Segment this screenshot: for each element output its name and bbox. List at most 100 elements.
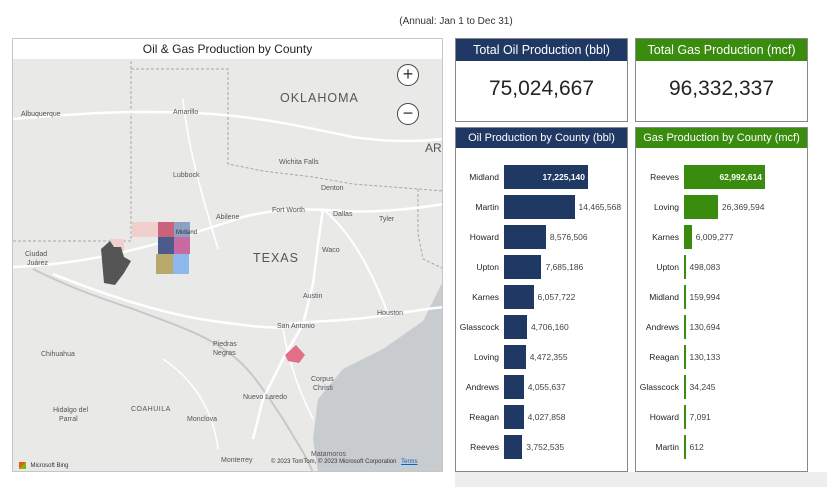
bar-row[interactable]: Karnes 6,009,277 — [636, 225, 807, 249]
bar-row[interactable]: Midland 17,225,140 — [456, 165, 627, 189]
data-label: 34,245 — [689, 382, 716, 392]
county-shape[interactable] — [174, 237, 190, 254]
bar-row[interactable]: Reagan 4,027,858 — [456, 405, 627, 429]
bar-row[interactable]: Andrews 4,055,637 — [456, 375, 627, 399]
bing-label: Microsoft Bing — [30, 462, 69, 469]
category-label: Andrews — [465, 382, 499, 392]
data-label: 7,685,186 — [545, 262, 584, 272]
category-label: Martin — [475, 202, 499, 212]
bar-row[interactable]: Howard 8,576,506 — [456, 225, 627, 249]
map-label: Corpus — [311, 376, 334, 383]
map-label: Matamoros — [311, 451, 347, 458]
map-label: San Antonio — [277, 323, 315, 330]
bar-row[interactable]: Upton 7,685,186 — [456, 255, 627, 279]
bar-row[interactable]: Upton 498,083 — [636, 255, 807, 279]
category-label: Upton — [476, 262, 499, 272]
map-label: Parral — [59, 416, 78, 423]
category-label: Glasscock — [639, 382, 679, 392]
bar[interactable] — [504, 345, 526, 369]
total-oil-title: Total Oil Production (bbl) — [456, 39, 627, 61]
map-canvas[interactable]: + − OKLAHOMA TEXAS AR Albuquerque Amaril… — [13, 59, 442, 471]
county-shape[interactable] — [173, 254, 189, 274]
category-label: Karnes — [652, 232, 679, 242]
bar[interactable] — [504, 195, 575, 219]
bar-row[interactable]: Reeves 3,752,535 — [456, 435, 627, 459]
data-label: 4,472,355 — [529, 352, 568, 362]
bar-row[interactable]: Martin 14,465,568 — [456, 195, 627, 219]
bar[interactable] — [504, 285, 534, 309]
bar-row[interactable]: Reeves 62,992,614 — [636, 165, 807, 189]
county-shape-karnes[interactable] — [285, 345, 305, 363]
bar[interactable] — [504, 165, 588, 189]
bar[interactable] — [684, 375, 686, 399]
data-label: 8,576,506 — [549, 232, 588, 242]
map-label: Christi — [313, 385, 333, 392]
gas-by-county-chart[interactable]: Gas Production by County (mcf) Reeves 62,… — [635, 127, 808, 472]
map-label: Chihuahua — [41, 351, 75, 358]
bar-row[interactable]: Midland 159,994 — [636, 285, 807, 309]
data-label: 159,994 — [689, 292, 721, 302]
zoom-in-button[interactable]: + — [397, 64, 419, 86]
bar-row[interactable]: Reagan 130,133 — [636, 345, 807, 369]
map-visual[interactable]: Oil & Gas Production by County — [12, 38, 443, 472]
map-label: Abilene — [216, 214, 240, 221]
total-oil-value: 75,024,667 — [488, 77, 595, 100]
bar[interactable] — [684, 225, 692, 249]
bar[interactable] — [684, 435, 686, 459]
oil-chart-title: Oil Production by County (bbl) — [456, 128, 627, 148]
data-label: 612 — [689, 442, 704, 452]
bar[interactable] — [684, 315, 686, 339]
county-shape[interactable] — [132, 222, 160, 237]
oil-by-county-chart[interactable]: Oil Production by County (bbl) Midland 17… — [455, 127, 628, 472]
data-label: 498,083 — [689, 262, 721, 272]
gas-chart-title: Gas Production by County (mcf) — [636, 128, 807, 148]
terms-link[interactable]: Terms — [401, 459, 418, 465]
bar-row[interactable]: Glasscock 4,706,160 — [456, 315, 627, 339]
bar-row[interactable]: Andrews 130,694 — [636, 315, 807, 339]
category-label: Howard — [649, 412, 679, 422]
bar-row[interactable]: Howard 7,091 — [636, 405, 807, 429]
zoom-out-button[interactable]: − — [397, 103, 419, 125]
bar[interactable] — [684, 405, 686, 429]
bar[interactable] — [504, 315, 527, 339]
map-label: Nuevo Laredo — [243, 394, 287, 401]
bar[interactable] — [504, 405, 524, 429]
bar[interactable] — [504, 375, 524, 399]
bar-row[interactable]: Karnes 6,057,722 — [456, 285, 627, 309]
county-shape[interactable] — [174, 222, 190, 237]
bar[interactable] — [684, 195, 718, 219]
bar-row[interactable]: Loving 4,472,355 — [456, 345, 627, 369]
total-gas-card: Total Gas Production (mcf) 96,332,337 — [635, 38, 808, 122]
category-label: Karnes — [472, 292, 499, 302]
category-label: Upton — [656, 262, 679, 272]
scrollbar-track[interactable] — [455, 472, 827, 487]
bar[interactable] — [684, 165, 765, 189]
bar[interactable] — [504, 225, 546, 249]
bar[interactable] — [684, 255, 686, 279]
map-label: OKLAHOMA — [280, 91, 359, 105]
map-label: Denton — [321, 185, 344, 192]
bar-row[interactable]: Loving 26,369,594 — [636, 195, 807, 219]
bar[interactable] — [684, 345, 686, 369]
data-label: 17,225,140 — [542, 172, 585, 182]
county-shape[interactable] — [158, 222, 174, 237]
highway-i10-east — [287, 305, 442, 326]
county-shape[interactable] — [156, 254, 173, 274]
map-label: Piedras — [213, 341, 237, 348]
report-subtitle: (Annual: Jan 1 to Dec 31) — [399, 16, 513, 27]
highway-i45 — [322, 208, 389, 315]
category-label: Martin — [655, 442, 679, 452]
bar[interactable] — [504, 255, 542, 279]
county-shape[interactable] — [158, 237, 174, 254]
bar-row[interactable]: Martin 612 — [636, 435, 807, 459]
highway-i37 — [282, 328, 314, 420]
county-shape-reeves[interactable] — [101, 241, 131, 285]
map-label: Tyler — [379, 216, 395, 223]
bar[interactable] — [504, 435, 523, 459]
map-label: Juárez — [27, 260, 49, 267]
bar[interactable] — [684, 285, 686, 309]
bar-row[interactable]: Glasscock 34,245 — [636, 375, 807, 399]
total-gas-value: 96,332,337 — [668, 77, 775, 100]
oklahoma-border — [131, 68, 442, 192]
map-label: Waco — [322, 247, 340, 254]
